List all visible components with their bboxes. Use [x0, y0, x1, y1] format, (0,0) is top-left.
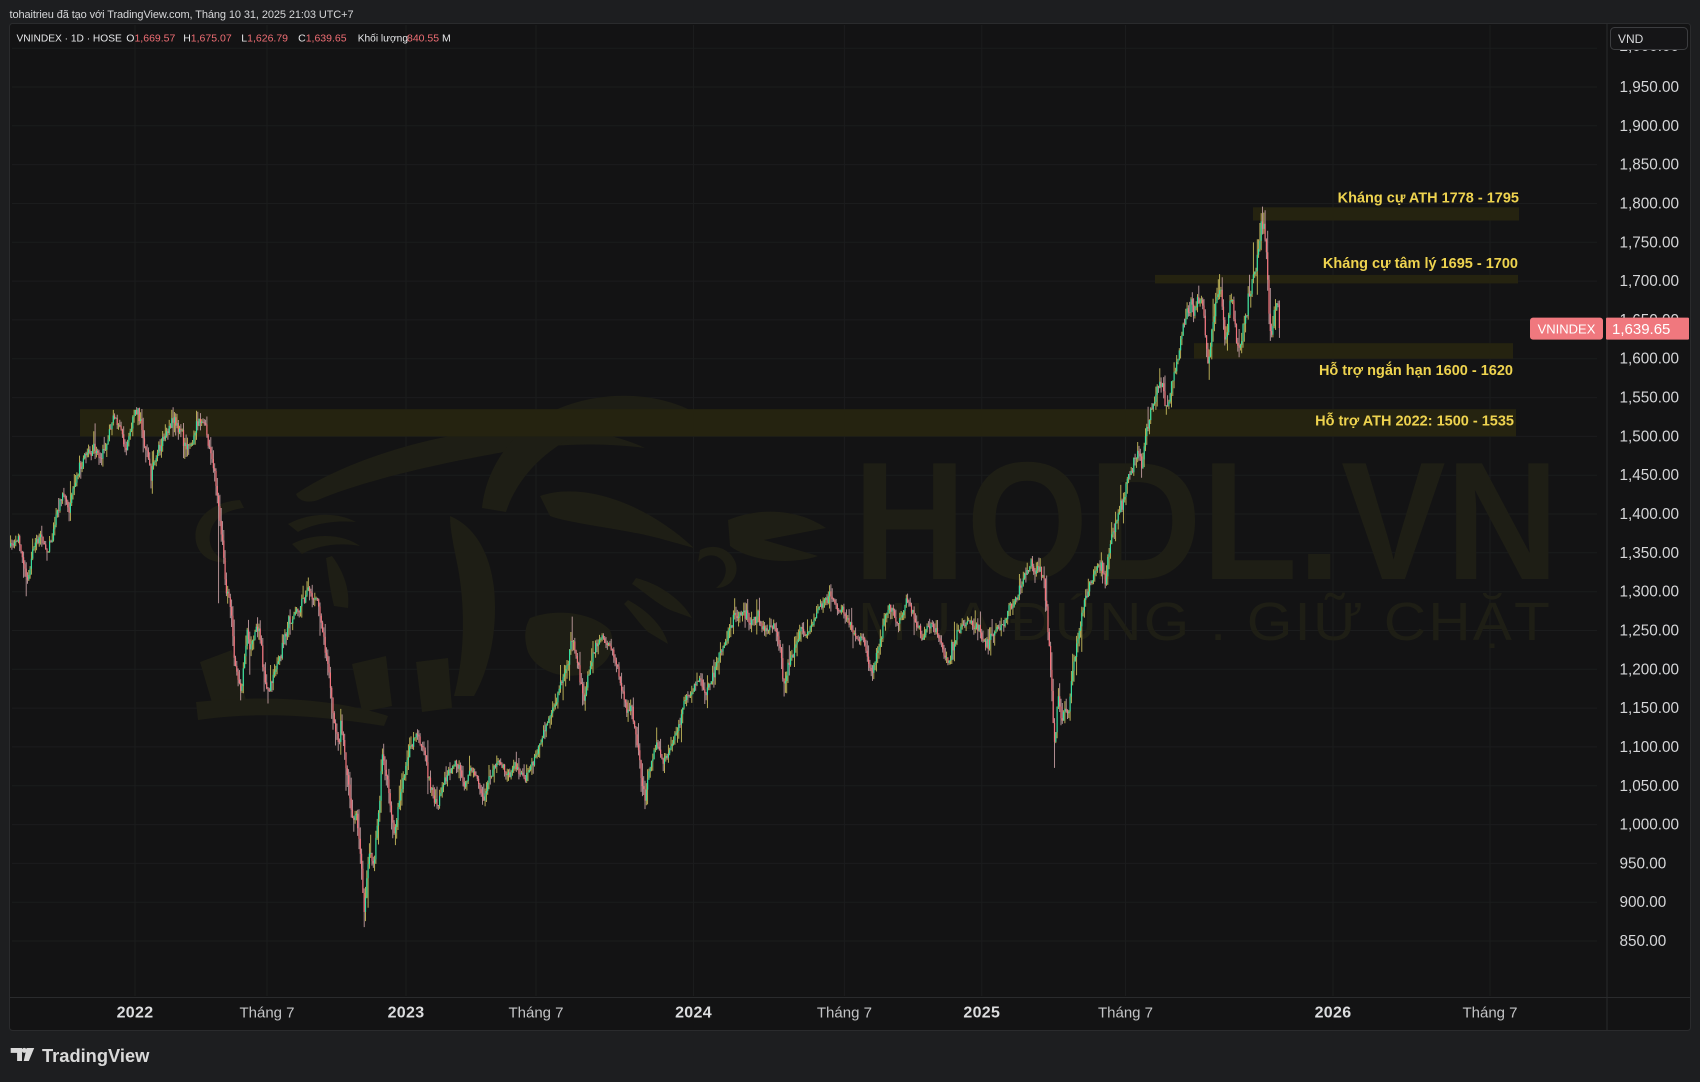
svg-text:840.55 M: 840.55 M [407, 33, 451, 45]
svg-text:1,000.00: 1,000.00 [1620, 817, 1680, 834]
svg-text:tohaitrieu đã tạo với TradingV: tohaitrieu đã tạo với TradingView.com, T… [10, 9, 354, 21]
svg-text:1,050.00: 1,050.00 [1620, 778, 1680, 795]
svg-text:Khối lượng: Khối lượng [358, 33, 409, 45]
svg-text:MUA ĐÚNG . GIỮ CHẶT: MUA ĐÚNG . GIỮ CHẶT [858, 592, 1552, 652]
svg-text:2023: 2023 [388, 1005, 425, 1022]
svg-text:1,350.00: 1,350.00 [1620, 545, 1680, 562]
svg-text:Hỗ trợ ATH 2022: 1500 - 1535: Hỗ trợ ATH 2022: 1500 - 1535 [1315, 412, 1514, 429]
svg-text:1,900.00: 1,900.00 [1620, 118, 1680, 135]
svg-text:1,550.00: 1,550.00 [1620, 390, 1680, 407]
svg-text:C1,639.65: C1,639.65 [298, 33, 347, 45]
svg-text:2025: 2025 [963, 1005, 1000, 1022]
svg-text:1,800.00: 1,800.00 [1620, 196, 1680, 213]
svg-text:1,500.00: 1,500.00 [1620, 428, 1680, 445]
svg-text:TradingView: TradingView [42, 1045, 150, 1066]
svg-text:850.00: 850.00 [1620, 933, 1667, 950]
svg-text:Hỗ trợ ngắn hạn 1600 - 1620: Hỗ trợ ngắn hạn 1600 - 1620 [1319, 361, 1513, 379]
svg-text:Tháng 7: Tháng 7 [1098, 1005, 1153, 1022]
svg-text:VND: VND [1618, 32, 1644, 46]
svg-text:VNINDEX: VNINDEX [1538, 321, 1596, 336]
svg-text:1,150.00: 1,150.00 [1620, 700, 1680, 717]
svg-text:2024: 2024 [675, 1005, 712, 1022]
svg-text:H1,675.07: H1,675.07 [183, 33, 232, 45]
svg-text:950.00: 950.00 [1620, 855, 1667, 872]
svg-text:VNINDEX · 1D · HOSE: VNINDEX · 1D · HOSE [17, 34, 122, 45]
svg-text:1,100.00: 1,100.00 [1620, 739, 1680, 756]
svg-text:1,600.00: 1,600.00 [1620, 351, 1680, 368]
svg-text:1,200.00: 1,200.00 [1620, 661, 1680, 678]
svg-text:900.00: 900.00 [1620, 894, 1667, 911]
svg-text:1,450.00: 1,450.00 [1620, 467, 1680, 484]
svg-text:2022: 2022 [117, 1005, 154, 1022]
svg-text:Tháng 7: Tháng 7 [1462, 1005, 1517, 1022]
svg-text:O1,669.57: O1,669.57 [126, 33, 175, 45]
svg-text:Tháng 7: Tháng 7 [239, 1005, 294, 1022]
svg-text:1,700.00: 1,700.00 [1620, 273, 1680, 290]
svg-text:1,300.00: 1,300.00 [1620, 584, 1680, 601]
svg-text:1,750.00: 1,750.00 [1620, 234, 1680, 251]
svg-text:Kháng cự ATH 1778 - 1795: Kháng cự ATH 1778 - 1795 [1338, 190, 1519, 206]
svg-text:Kháng cự tâm lý 1695 - 1700: Kháng cự tâm lý 1695 - 1700 [1323, 256, 1518, 272]
svg-text:Tháng 7: Tháng 7 [508, 1005, 563, 1022]
svg-text:Tháng 7: Tháng 7 [817, 1005, 872, 1022]
svg-text:1,639.65: 1,639.65 [1612, 321, 1670, 338]
svg-text:L1,626.79: L1,626.79 [241, 33, 288, 45]
svg-text:1,950.00: 1,950.00 [1620, 79, 1680, 96]
svg-text:1,250.00: 1,250.00 [1620, 623, 1680, 640]
svg-text:2026: 2026 [1315, 1005, 1352, 1022]
svg-text:1,400.00: 1,400.00 [1620, 506, 1680, 523]
svg-text:1,850.00: 1,850.00 [1620, 157, 1680, 174]
svg-text:HODL.VN: HODL.VN [853, 427, 1559, 615]
